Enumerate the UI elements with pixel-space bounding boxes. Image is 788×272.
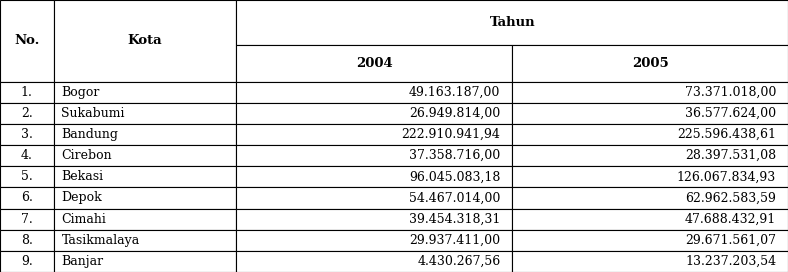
Text: 47.688.432,91: 47.688.432,91 xyxy=(685,213,776,225)
Bar xyxy=(236,251,512,272)
Text: 7.: 7. xyxy=(21,213,32,225)
Text: 1.: 1. xyxy=(20,86,33,99)
Bar xyxy=(54,187,236,209)
Bar xyxy=(54,166,236,187)
Text: 39.454.318,31: 39.454.318,31 xyxy=(409,213,500,225)
Text: No.: No. xyxy=(14,34,39,47)
Bar xyxy=(512,82,788,103)
Text: Depok: Depok xyxy=(61,191,102,205)
Bar xyxy=(0,0,54,82)
Text: 126.067.834,93: 126.067.834,93 xyxy=(677,170,776,183)
Text: 2004: 2004 xyxy=(356,57,392,70)
Text: 36.577.624,00: 36.577.624,00 xyxy=(685,107,776,120)
Text: Bogor: Bogor xyxy=(61,86,100,99)
Bar xyxy=(236,45,512,82)
Bar xyxy=(54,124,236,145)
Bar xyxy=(236,166,512,187)
Bar xyxy=(54,82,236,103)
Bar xyxy=(54,103,236,124)
Bar xyxy=(512,45,788,82)
Text: 8.: 8. xyxy=(20,234,33,247)
Text: 2.: 2. xyxy=(21,107,32,120)
Bar xyxy=(0,251,54,272)
Text: 28.397.531,08: 28.397.531,08 xyxy=(685,149,776,162)
Bar xyxy=(512,251,788,272)
Bar xyxy=(0,209,54,230)
Text: 9.: 9. xyxy=(21,255,32,268)
Bar xyxy=(512,166,788,187)
Bar xyxy=(236,187,512,209)
Text: 62.962.583,59: 62.962.583,59 xyxy=(686,191,776,205)
Bar xyxy=(0,124,54,145)
Text: 4.430.267,56: 4.430.267,56 xyxy=(417,255,500,268)
Text: Cirebon: Cirebon xyxy=(61,149,112,162)
Text: Banjar: Banjar xyxy=(61,255,103,268)
Text: Sukabumi: Sukabumi xyxy=(61,107,125,120)
Bar xyxy=(0,103,54,124)
Text: Bekasi: Bekasi xyxy=(61,170,103,183)
Bar xyxy=(236,145,512,166)
Text: Bandung: Bandung xyxy=(61,128,118,141)
Bar xyxy=(0,230,54,251)
Text: Tahun: Tahun xyxy=(489,16,535,29)
Text: Tasikmalaya: Tasikmalaya xyxy=(61,234,139,247)
Bar xyxy=(236,103,512,124)
Text: 225.596.438,61: 225.596.438,61 xyxy=(677,128,776,141)
Bar xyxy=(54,0,236,82)
Text: 3.: 3. xyxy=(20,128,33,141)
Bar xyxy=(512,230,788,251)
Bar xyxy=(0,82,54,103)
Text: 222.910.941,94: 222.910.941,94 xyxy=(402,128,500,141)
Text: 5.: 5. xyxy=(21,170,32,183)
Text: 49.163.187,00: 49.163.187,00 xyxy=(409,86,500,99)
Bar xyxy=(0,166,54,187)
Bar xyxy=(512,103,788,124)
Bar xyxy=(236,230,512,251)
Bar xyxy=(236,82,512,103)
Text: 4.: 4. xyxy=(20,149,33,162)
Bar xyxy=(236,0,788,45)
Text: 29.671.561,07: 29.671.561,07 xyxy=(686,234,776,247)
Bar xyxy=(236,124,512,145)
Bar xyxy=(54,145,236,166)
Text: 26.949.814,00: 26.949.814,00 xyxy=(409,107,500,120)
Text: Kota: Kota xyxy=(128,34,162,47)
Text: 73.371.018,00: 73.371.018,00 xyxy=(685,86,776,99)
Text: 96.045.083,18: 96.045.083,18 xyxy=(409,170,500,183)
Text: 2005: 2005 xyxy=(632,57,668,70)
Bar xyxy=(512,209,788,230)
Bar xyxy=(512,124,788,145)
Bar xyxy=(0,187,54,209)
Text: 13.237.203,54: 13.237.203,54 xyxy=(685,255,776,268)
Bar xyxy=(512,145,788,166)
Text: Cimahi: Cimahi xyxy=(61,213,106,225)
Bar xyxy=(54,209,236,230)
Bar xyxy=(0,145,54,166)
Text: 37.358.716,00: 37.358.716,00 xyxy=(409,149,500,162)
Text: 29.937.411,00: 29.937.411,00 xyxy=(409,234,500,247)
Bar xyxy=(512,187,788,209)
Text: 6.: 6. xyxy=(20,191,33,205)
Bar xyxy=(54,230,236,251)
Bar xyxy=(236,209,512,230)
Text: 54.467.014,00: 54.467.014,00 xyxy=(409,191,500,205)
Bar xyxy=(54,251,236,272)
